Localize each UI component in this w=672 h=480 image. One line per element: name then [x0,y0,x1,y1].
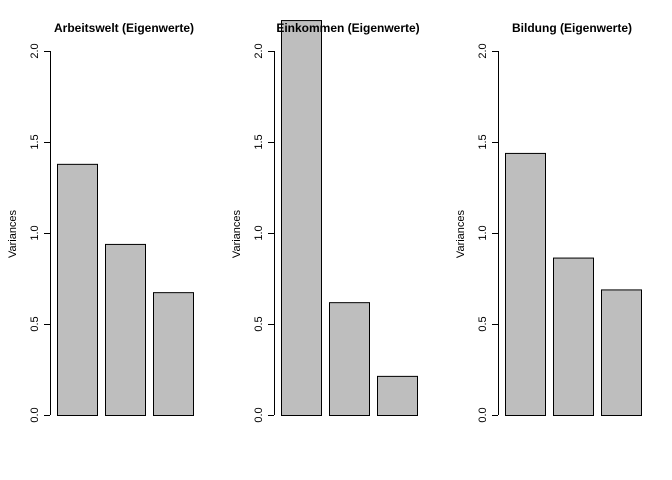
y-tick-label: 2.0 [253,43,265,58]
y-tick-label: 1.5 [477,134,489,149]
chart-panel-1: 0.0 0.5 1.0 1.5 2.0 Variances Arbeitswelt (Eig… [7,21,194,423]
y-axis-label: Variances [455,209,467,258]
y-tick-label: 1.5 [29,134,41,149]
bar-3-3 [601,289,642,417]
y-tick-label: 2.0 [29,43,41,58]
y-tick-label: 0.5 [477,316,489,331]
y-tick-label: 0.0 [477,407,489,422]
y-tick-label: 1.5 [253,134,265,149]
chart-title: Einkommen (Eigenwerte) [276,21,419,35]
y-tick-label: 1.0 [477,225,489,240]
chart-panel-3: 0.0 0.5 1.0 1.5 2.0 Variances Bildung (Eigenwe… [455,21,642,423]
y-tick-label: 0.0 [29,407,41,422]
bar-2-3 [377,375,418,416]
bar-1-2 [105,243,146,416]
y-tick-label: 2.0 [477,43,489,58]
bar-3-2 [553,257,594,416]
y-tick-label: 0.5 [253,316,265,331]
chart-title: Bildung (Eigenwerte) [512,21,632,35]
bar-2-2 [329,302,370,416]
bar-1-1 [57,163,98,416]
bar-3-1 [505,152,546,416]
y-tick-label: 1.0 [29,225,41,240]
y-tick-label: 0.5 [29,316,41,331]
bar-2-1 [281,20,322,417]
y-tick-label: 0.0 [253,407,265,422]
chart-panel-2: 0.0 0.5 1.0 1.5 2.0 Variances Einkommen (Eigen… [231,20,420,423]
chart-title: Arbeitswelt (Eigenwerte) [54,21,194,35]
bar-1-3 [153,292,194,416]
y-axis-label: Variances [231,209,243,258]
y-tick-label: 1.0 [253,225,265,240]
y-axis-label: Variances [7,209,19,258]
